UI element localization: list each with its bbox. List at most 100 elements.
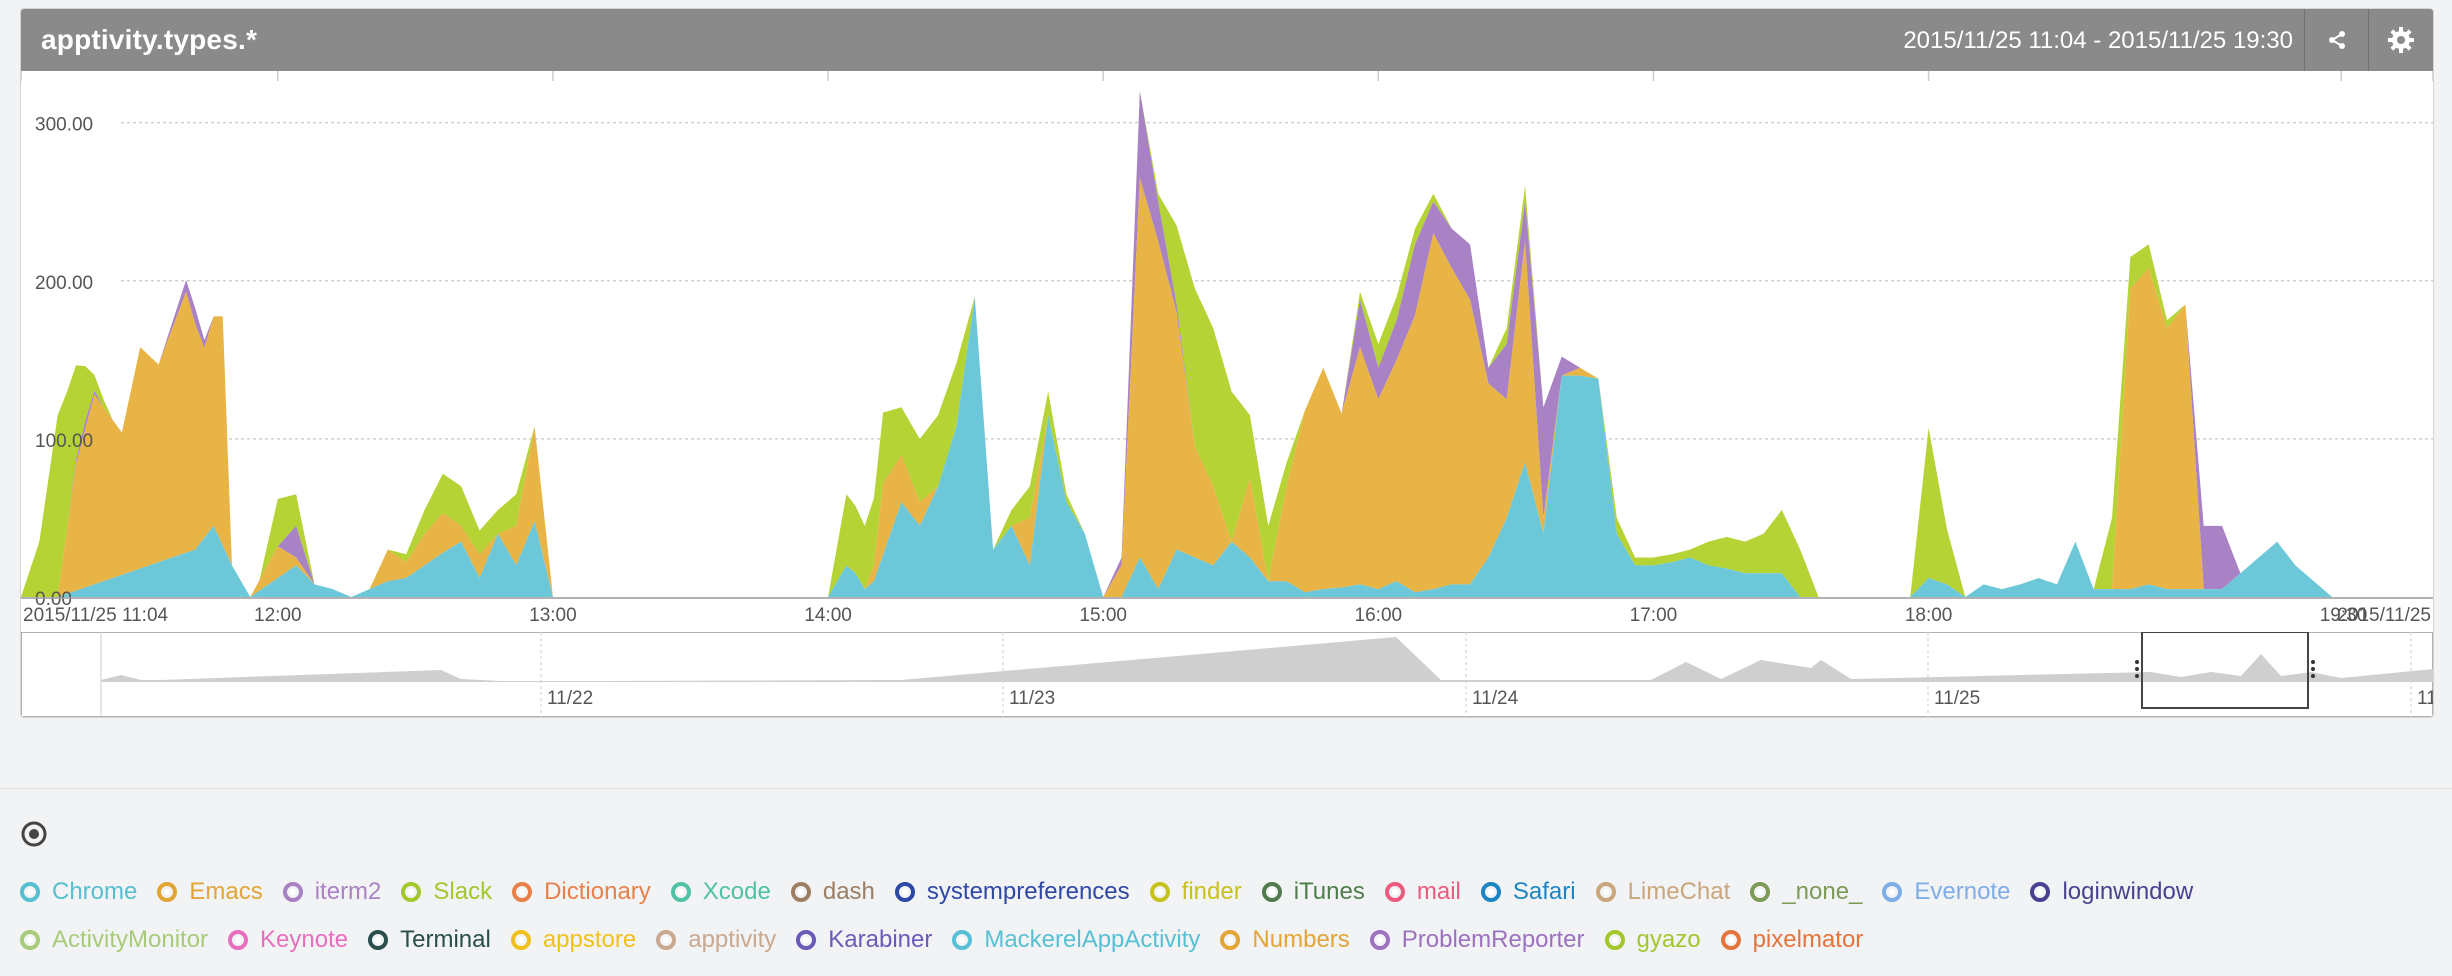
legend-dot-icon	[512, 882, 533, 902]
legend-item-loginwindow[interactable]: loginwindow	[2030, 878, 2193, 906]
y-tick-label: 0.00	[35, 589, 72, 610]
legend-dot-icon	[368, 930, 389, 950]
legend-item-evernote[interactable]: Evernote	[1882, 878, 2010, 906]
legend-dot-icon	[228, 930, 249, 950]
handle-dot	[2311, 660, 2315, 664]
legend-dot-icon	[510, 930, 531, 950]
legend-label: Terminal	[400, 926, 491, 953]
legend-label: Safari	[1512, 878, 1576, 905]
legend-dot-icon	[20, 882, 40, 902]
series-layer	[21, 91, 2433, 597]
x-tick-label: 19:30	[2320, 605, 2368, 626]
settings-button[interactable]	[2368, 9, 2433, 71]
legend-item-finder[interactable]: finder	[1149, 878, 1242, 906]
legend-item-systempreferences[interactable]: systempreferences	[894, 878, 1130, 906]
legend-item-mail[interactable]: mail	[1384, 878, 1461, 906]
legend-row: ActivityMonitor Keynote Terminal appstore ap…	[20, 916, 2432, 964]
legend-divider	[0, 788, 2452, 789]
navigator-date-label: 11/22	[547, 688, 593, 709]
legend-label: mail	[1416, 878, 1461, 905]
legend-item-emacs[interactable]: Emacs	[157, 878, 263, 906]
legend-item-activitymonitor[interactable]: ActivityMonitor	[20, 926, 208, 954]
y-tick-label: 100.00	[35, 431, 93, 452]
area-series-emacs[interactable]	[21, 177, 2433, 597]
legend-dot-icon	[1480, 882, 1501, 902]
legend-item-chrome[interactable]: Chrome	[20, 878, 137, 906]
legend-label: appstore	[542, 926, 637, 953]
x-tick-label: 2015/11/25 11:04	[23, 605, 169, 626]
x-tick-label: 15:00	[1079, 605, 1127, 626]
legend-dot-icon	[282, 882, 303, 902]
navigator-handle[interactable]	[2311, 660, 2315, 678]
legend-dot-icon	[1604, 930, 1625, 950]
legend-item-itunes[interactable]: iTunes	[1261, 878, 1365, 906]
legend-dot-icon	[1149, 882, 1170, 902]
legend-dot-icon	[1720, 930, 1741, 950]
legend-label: iterm2	[314, 878, 382, 905]
range-navigator[interactable]: 11/22 11/23 11/24 11/25 11	[21, 632, 2433, 717]
legend-item-safari[interactable]: Safari	[1480, 878, 1576, 906]
gear-icon	[2388, 27, 2414, 53]
legend-dot-icon	[670, 882, 691, 902]
legend-item-numbers[interactable]: Numbers	[1220, 926, 1350, 954]
share-button[interactable]	[2304, 9, 2369, 71]
legend-item-gyazo[interactable]: gyazo	[1604, 926, 1701, 954]
legend-label: dash	[822, 878, 875, 905]
legend-dot-icon	[790, 882, 811, 902]
navigator-layer: 11/22 11/23 11/24 11/25 11	[21, 632, 2433, 717]
y-tick-label: 300.00	[35, 115, 93, 136]
legend-item-terminal[interactable]: Terminal	[368, 926, 491, 954]
legend-label: Evernote	[1914, 878, 2011, 905]
legend-row: Chrome Emacs iterm2 Slack Dictionary Xcode das…	[20, 868, 2432, 916]
legend-label: ActivityMonitor	[52, 926, 209, 953]
legend-item-problemreporter[interactable]: ProblemReporter	[1369, 926, 1585, 954]
legend-dot-icon	[1220, 930, 1241, 950]
legend-label: LimeChat	[1627, 878, 1731, 905]
navigator-handle[interactable]	[2135, 660, 2139, 678]
area-series-slack[interactable]	[21, 91, 2433, 597]
legend-item-xcode[interactable]: Xcode	[670, 878, 771, 906]
axis-layer: 0.00 100.00 200.00 300.00 2015/11/25 11:04 12…	[21, 71, 2433, 626]
legend-item--none-[interactable]: _none_	[1750, 878, 1862, 906]
share-icon	[2329, 31, 2345, 49]
x-tick-label: 18:00	[1905, 605, 1953, 626]
legend-dot-icon	[1882, 882, 1903, 902]
x-tick-label: 16:00	[1355, 605, 1403, 626]
legend-label: gyazo	[1636, 926, 1701, 953]
legend-item-appstore[interactable]: appstore	[510, 926, 637, 954]
legend-item-slack[interactable]: Slack	[401, 878, 492, 906]
legend-dot-icon	[894, 882, 915, 902]
legend-item-keynote[interactable]: Keynote	[228, 926, 348, 954]
series-legend: Chrome Emacs iterm2 Slack Dictionary Xcode das…	[20, 868, 2432, 964]
y-tick-label: 200.00	[35, 273, 93, 294]
legend-item-dash[interactable]: dash	[790, 878, 875, 906]
legend-item-limechat[interactable]: LimeChat	[1595, 878, 1731, 906]
navigator-date-label: 11/23	[1009, 688, 1055, 709]
legend-dot-icon	[1595, 882, 1616, 902]
legend-item-iterm2[interactable]: iterm2	[282, 878, 382, 906]
legend-dot-icon	[1750, 882, 1771, 902]
navigator-date-label: 11	[2417, 688, 2433, 709]
navigator-selection-window[interactable]	[2141, 632, 2309, 709]
legend-label: loginwindow	[2062, 878, 2194, 905]
legend-item-pixelmator[interactable]: pixelmator	[1720, 926, 1863, 954]
legend-dot-icon	[656, 930, 677, 950]
stacked-area-chart[interactable]: 0.00 100.00 200.00 300.00 2015/11/25 11:04 12…	[21, 71, 2433, 631]
toggle-all-series-icon[interactable]	[20, 820, 48, 848]
legend-item-mackerelappactivity[interactable]: MackerelAppActivity	[952, 926, 1200, 954]
legend-label: Dictionary	[544, 878, 651, 905]
legend-label: Emacs	[189, 878, 263, 905]
legend-dot-icon	[796, 930, 817, 950]
grid-layer	[121, 121, 2433, 440]
handle-dot	[2135, 674, 2139, 678]
legend-dot-icon	[1384, 882, 1405, 902]
time-range-label[interactable]: 2015/11/25 11:04 - 2015/11/25 19:30	[1903, 27, 2293, 54]
legend-item-karabiner[interactable]: Karabiner	[796, 926, 932, 954]
legend-dot-icon	[401, 882, 422, 902]
legend-item-apptivity[interactable]: apptivity	[656, 926, 776, 954]
legend-label: iTunes	[1293, 878, 1365, 905]
graph-panel: apptivity.types.* 2015/11/25 11:04 - 201…	[20, 8, 2434, 718]
legend-label: finder	[1181, 878, 1242, 905]
legend-item-dictionary[interactable]: Dictionary	[512, 878, 651, 906]
legend-dot-icon	[20, 930, 40, 950]
